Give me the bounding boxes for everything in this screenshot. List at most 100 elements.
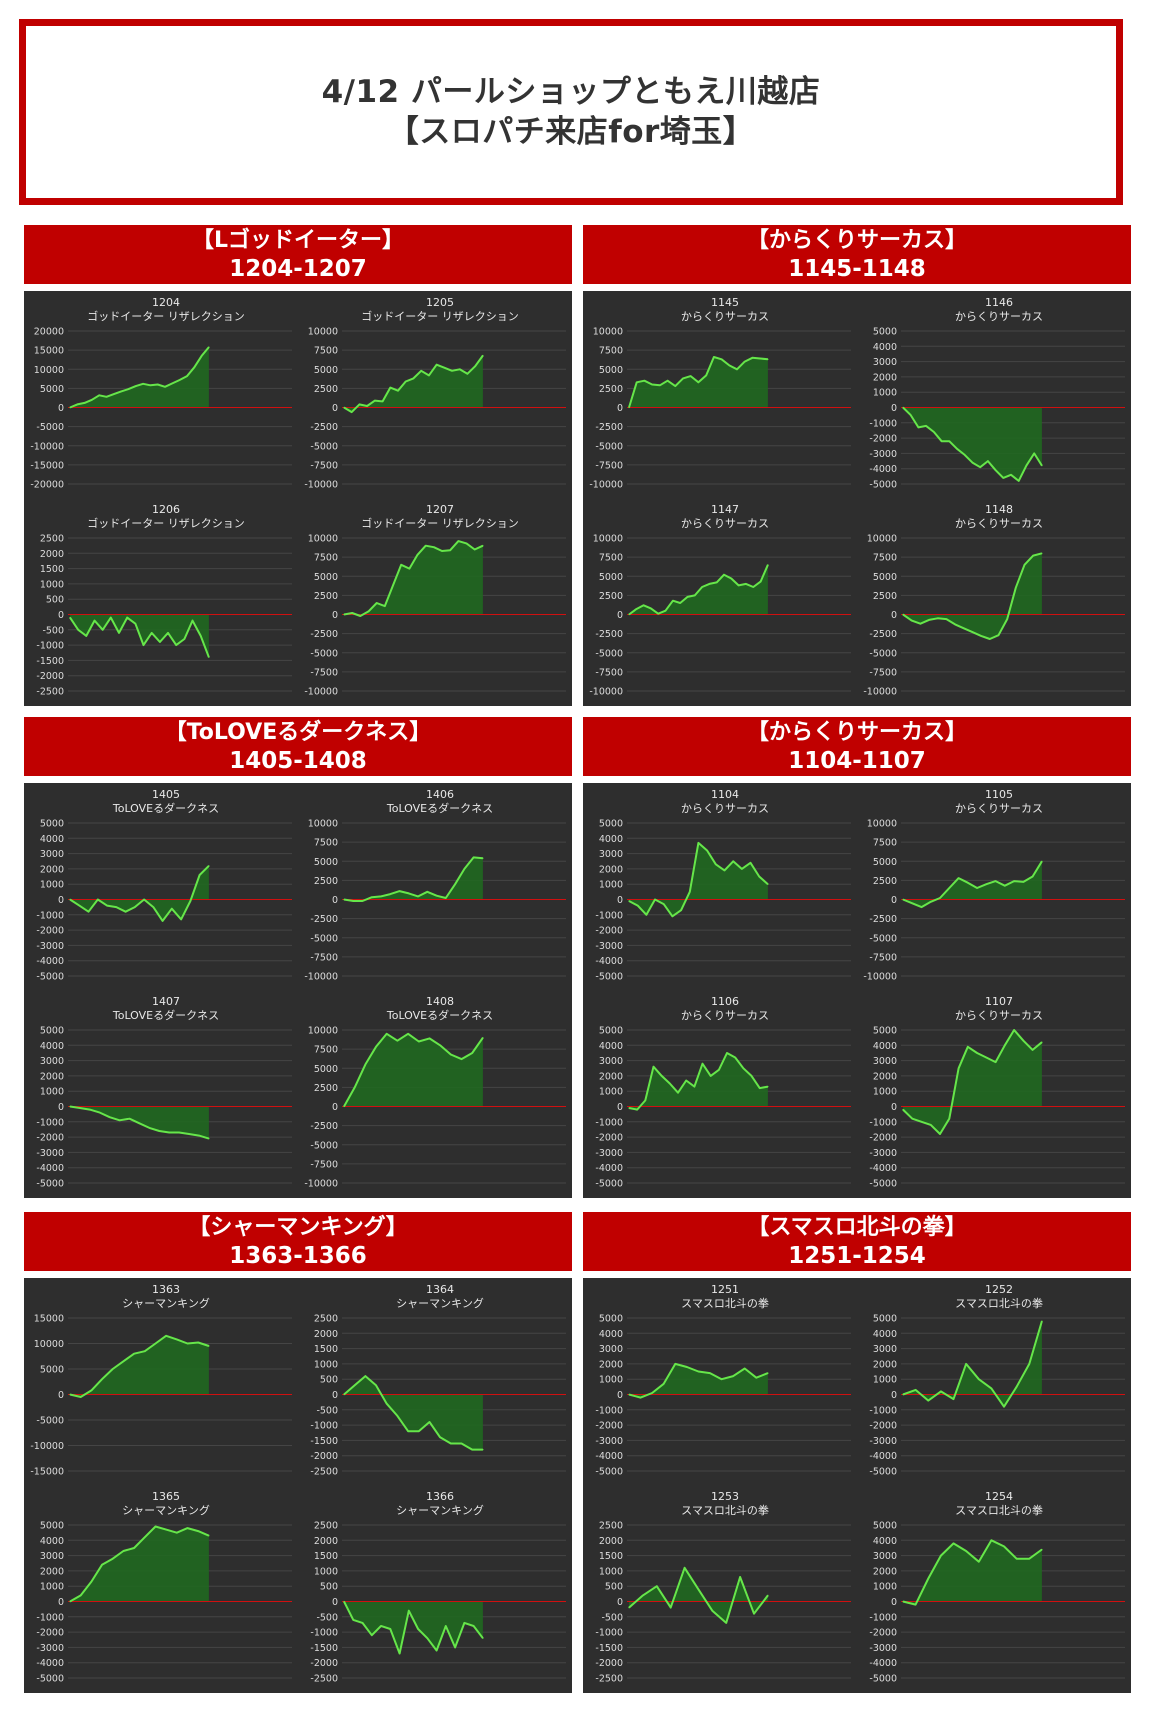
data-point: [465, 542, 468, 544]
y-tick-label: -1000: [595, 1628, 623, 1639]
y-tick-label: 0: [58, 610, 64, 621]
data-point: [400, 564, 402, 566]
data-point: [459, 368, 461, 370]
data-point: [463, 1622, 465, 1624]
y-tick-label: 2000: [873, 1071, 897, 1082]
data-point: [965, 1363, 967, 1365]
data-point: [920, 906, 923, 908]
data-point: [396, 1415, 398, 1417]
y-tick-label: -5000: [869, 1674, 897, 1685]
data-point: [1006, 618, 1008, 620]
y-tick-label: 1000: [599, 880, 623, 891]
data-point: [133, 1547, 135, 1549]
data-point: [736, 368, 738, 370]
y-tick-label: -4000: [869, 1163, 897, 1174]
y-tick-label: 0: [617, 895, 623, 906]
data-point: [1033, 452, 1035, 454]
data-point: [637, 905, 639, 907]
data-point: [371, 1634, 373, 1636]
data-point: [178, 1131, 180, 1134]
y-tick-label: 0: [617, 1390, 623, 1401]
data-point: [1022, 881, 1024, 883]
y-tick-label: -3000: [869, 1148, 897, 1159]
data-point: [937, 617, 939, 619]
y-tick-label: -10000: [863, 972, 897, 983]
data-point: [734, 1056, 736, 1059]
data-point: [433, 546, 435, 548]
data-point: [976, 1052, 978, 1054]
data-point: [987, 460, 989, 462]
y-tick-label: 3000: [873, 1551, 897, 1562]
y-tick-label: -2000: [310, 1658, 338, 1669]
y-tick-label: -3000: [36, 1643, 64, 1654]
data-point: [710, 1075, 712, 1077]
data-point: [208, 656, 210, 658]
area-fill: [629, 357, 768, 408]
y-tick-label: -2500: [310, 1467, 338, 1478]
data-point: [460, 1058, 463, 1060]
data-point: [112, 1558, 114, 1560]
data-point: [112, 1368, 114, 1370]
data-point: [978, 1378, 980, 1380]
data-point: [384, 605, 386, 607]
data-point: [471, 1449, 473, 1451]
data-point: [1013, 1029, 1015, 1031]
y-tick-label: -500: [42, 625, 64, 636]
y-tick-label: 0: [891, 1102, 897, 1113]
y-tick-label: -1000: [869, 1405, 897, 1416]
chart-number: 1406: [426, 788, 454, 801]
y-tick-label: 0: [332, 610, 338, 621]
series-line: [902, 1539, 1043, 1606]
data-point: [767, 564, 769, 566]
y-tick-label: 10000: [34, 365, 64, 376]
y-tick-label: 0: [617, 610, 623, 621]
data-point: [713, 356, 715, 358]
y-tick-label: -2000: [869, 1133, 897, 1144]
y-tick-label: 0: [58, 1102, 64, 1113]
y-tick-label: -2500: [595, 629, 623, 640]
data-point: [78, 905, 80, 907]
data-point: [168, 1131, 170, 1134]
data-point: [635, 608, 637, 610]
data-point: [645, 914, 647, 916]
y-tick-label: -2000: [595, 1421, 623, 1432]
y-tick-label: 1000: [40, 1582, 64, 1593]
data-point: [418, 1040, 420, 1043]
data-point: [389, 387, 391, 389]
data-point: [628, 1393, 630, 1396]
data-point: [708, 583, 710, 585]
y-tick-label: -3000: [595, 1148, 623, 1159]
data-point: [952, 1542, 955, 1544]
data-point: [902, 898, 904, 901]
data-point: [471, 1052, 473, 1054]
data-point: [397, 390, 399, 392]
data-point: [643, 380, 645, 382]
group-title: 【Lゴッドイーター】: [191, 227, 405, 253]
data-point: [392, 584, 394, 586]
y-tick-label: 0: [58, 895, 64, 906]
data-point: [933, 431, 935, 433]
y-tick-label: 2000: [40, 1566, 64, 1577]
y-tick-label: 1000: [314, 1566, 338, 1577]
y-tick-label: 2500: [599, 384, 623, 395]
chart-machine-name: シャーマンキング: [396, 1296, 484, 1310]
y-tick-label: -7500: [310, 1159, 338, 1170]
chart-grid: 1145からくりサーカス100007500500025000-2500-5000…: [589, 296, 1125, 698]
data-point: [1041, 860, 1043, 862]
data-point: [106, 905, 108, 907]
y-tick-label: -1000: [869, 1612, 897, 1623]
area-fill: [629, 842, 768, 917]
y-tick-label: 5000: [599, 1026, 623, 1037]
y-tick-label: -5000: [595, 972, 623, 983]
y-tick-label: 2500: [314, 1521, 338, 1532]
y-tick-label: -3000: [595, 1436, 623, 1447]
y-tick-label: -5000: [36, 1674, 64, 1685]
series-line: [902, 1029, 1043, 1135]
area-fill: [344, 541, 483, 616]
data-point: [89, 1109, 91, 1111]
y-tick-label: 500: [320, 1582, 338, 1593]
data-point: [454, 883, 456, 885]
